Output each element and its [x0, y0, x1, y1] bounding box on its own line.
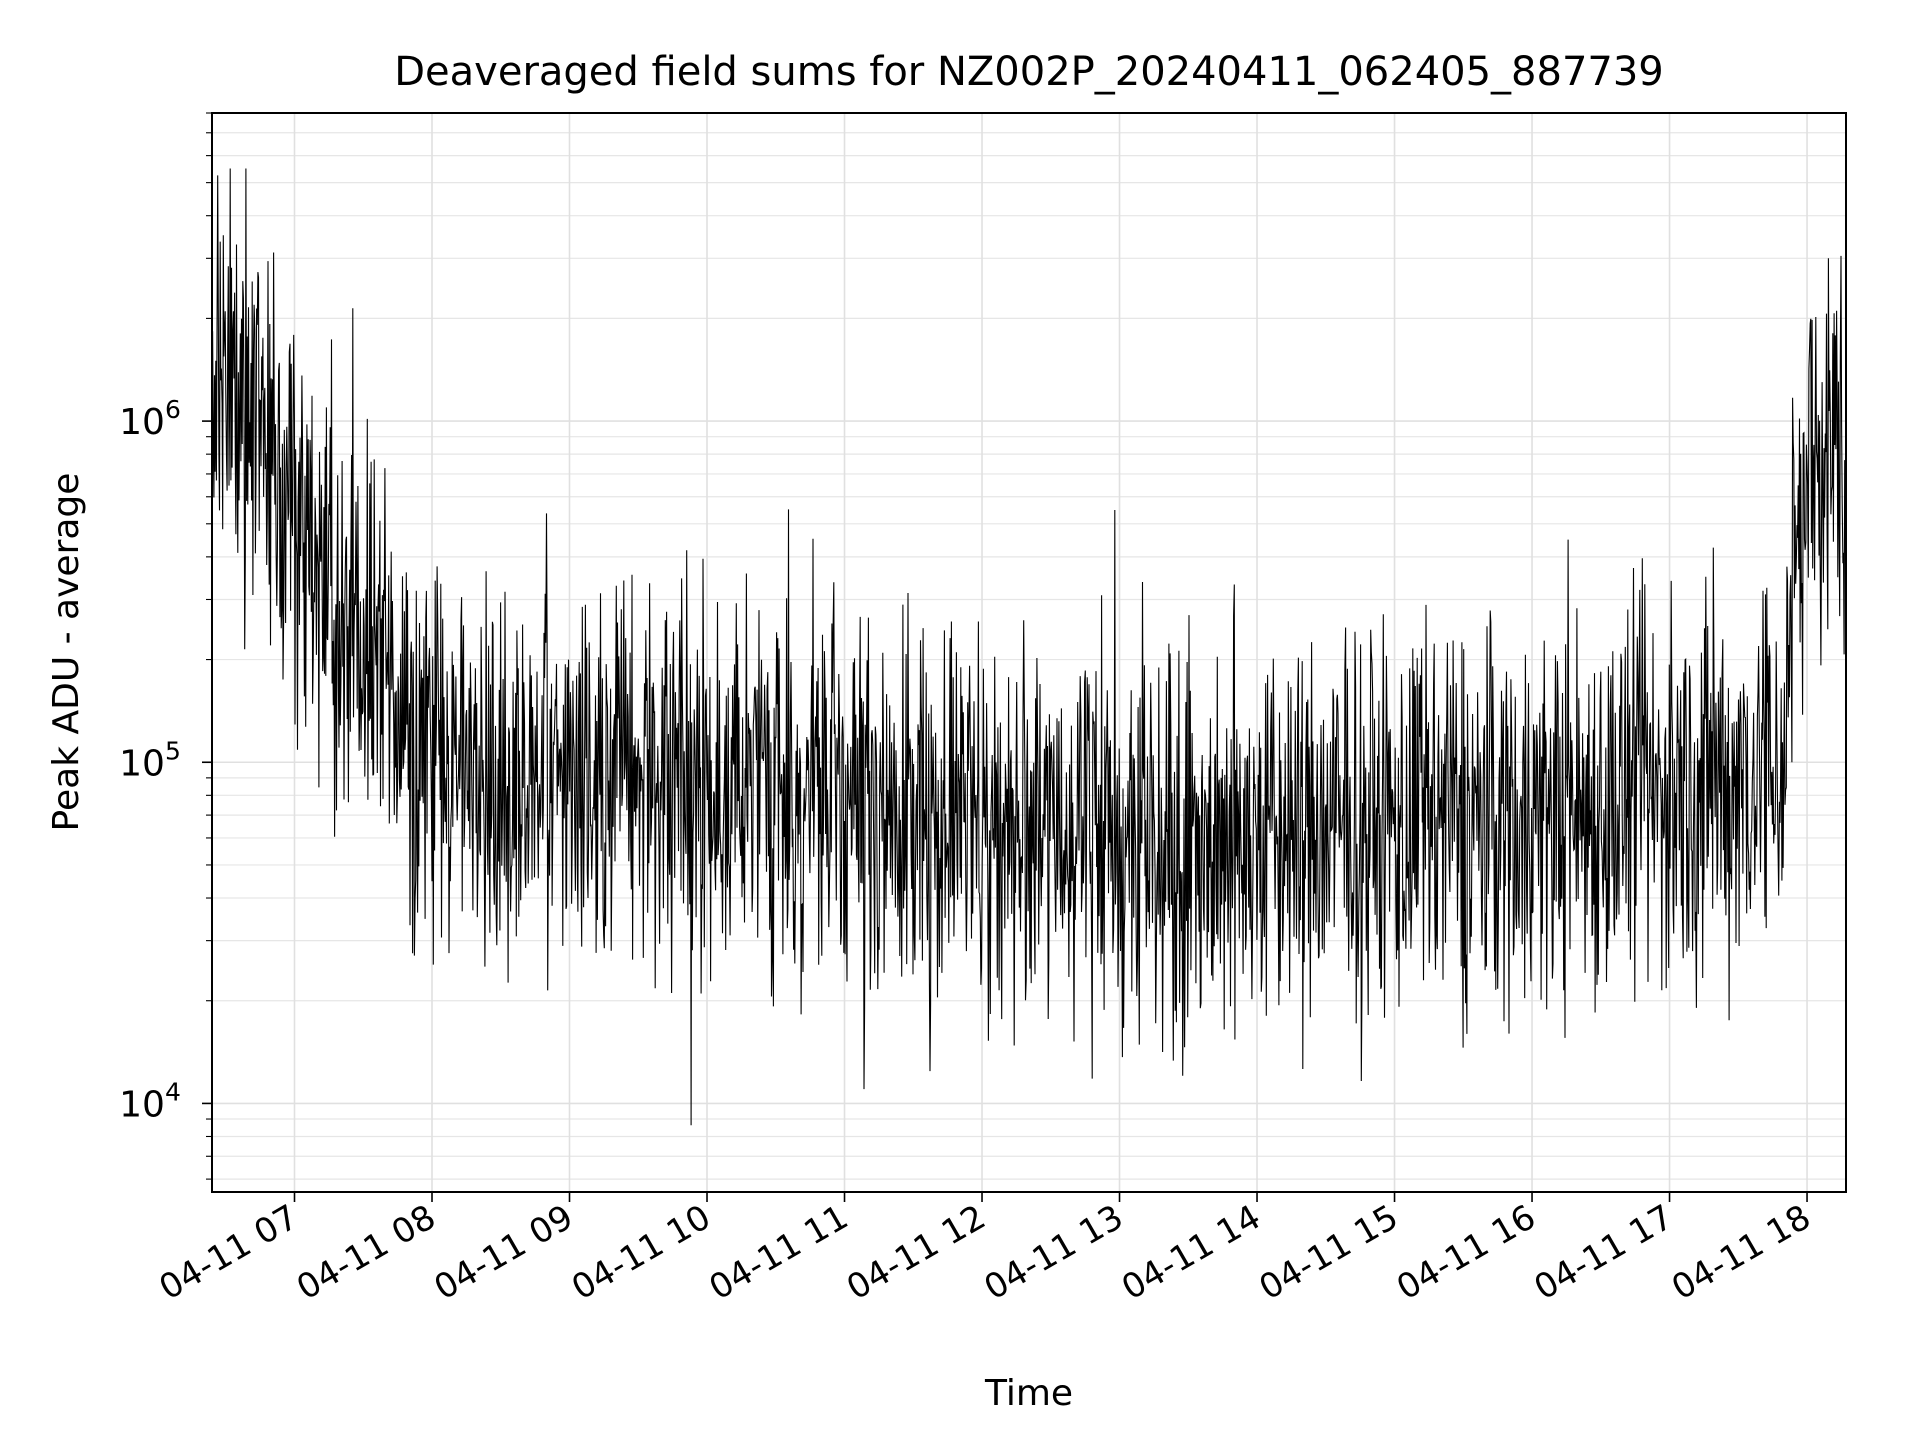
x-tick-label: 04-11 11	[703, 1197, 855, 1308]
x-tick-label: 04-11 12	[840, 1197, 992, 1308]
grid	[212, 112, 1846, 1192]
x-tick-label: 04-11 17	[1528, 1197, 1680, 1308]
y-axis-label: Peak ADU - average	[46, 473, 87, 832]
chart-title: Deaveraged field sums for NZ002P_2024041…	[394, 49, 1664, 95]
x-tick-label: 04-11 18	[1665, 1197, 1817, 1308]
data-area	[211, 168, 1847, 1126]
x-tick-label: 04-11 13	[978, 1197, 1130, 1308]
plot-frame	[211, 112, 1847, 1193]
y-tick-label: 104	[119, 1077, 181, 1125]
x-tick-label: 04-11 09	[428, 1197, 580, 1308]
x-tick-label: 04-11 14	[1115, 1197, 1267, 1308]
x-axis-label: Time	[984, 1373, 1073, 1414]
x-tick-label: 04-11 07	[153, 1197, 305, 1308]
series-line	[211, 168, 1847, 1126]
x-tick-label: 04-11 10	[565, 1197, 717, 1308]
y-tick-label: 106	[119, 395, 181, 443]
y-tick-label: 105	[119, 736, 181, 784]
x-tick-label: 04-11 16	[1390, 1197, 1542, 1308]
x-tick-label: 04-11 08	[290, 1197, 442, 1308]
x-tick-label: 04-11 15	[1253, 1197, 1405, 1308]
